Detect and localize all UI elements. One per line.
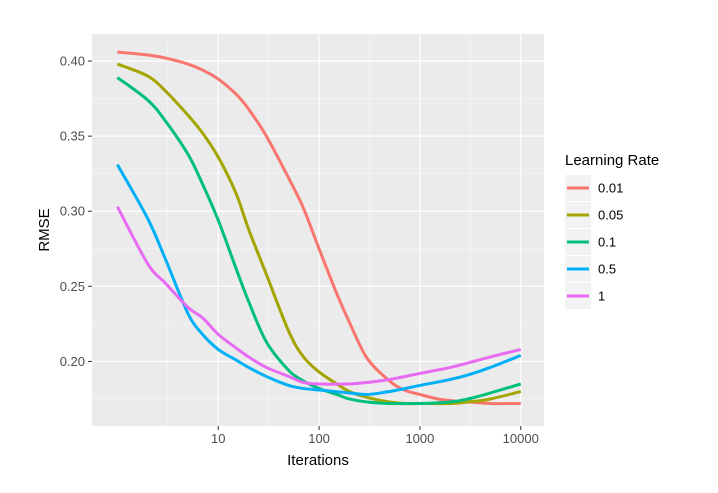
y-tick-label: 0.30 [60,204,85,219]
series-line-0-01 [117,50,521,406]
legend-label: 0.1 [598,235,616,250]
x-tick-label: 10000 [503,431,539,446]
legend: Learning Rate 0.01 0.05 0.1 0.5 1 [565,152,659,309]
x-tick-label: 100 [308,431,330,446]
y-tick-label: 0.35 [60,129,85,144]
x-tick-label: 10 [211,431,225,446]
x-tick-label: 1000 [405,431,434,446]
legend-label: 1 [598,289,605,304]
x-axis: 10 100 1000 10000 [211,426,539,446]
y-tick-label: 0.20 [60,354,85,369]
x-axis-title: Iterations [287,452,349,469]
y-axis: 0.20 0.25 0.30 0.35 0.40 [60,54,92,369]
y-tick-label: 0.40 [60,54,85,69]
y-axis-title: RMSE [36,208,53,251]
series-layer [116,50,522,406]
legend-title: Learning Rate [565,152,659,169]
legend-items: 0.01 0.05 0.1 0.5 1 [565,175,623,309]
legend-label: 0.5 [598,262,616,277]
legend-label: 0.01 [598,181,623,196]
series-line-0-5 [116,163,522,396]
minor-gridlines [92,34,544,426]
series-line-1 [116,206,522,386]
y-tick-label: 0.25 [60,279,85,294]
legend-label: 0.05 [598,208,623,223]
plot-panel [92,34,544,426]
